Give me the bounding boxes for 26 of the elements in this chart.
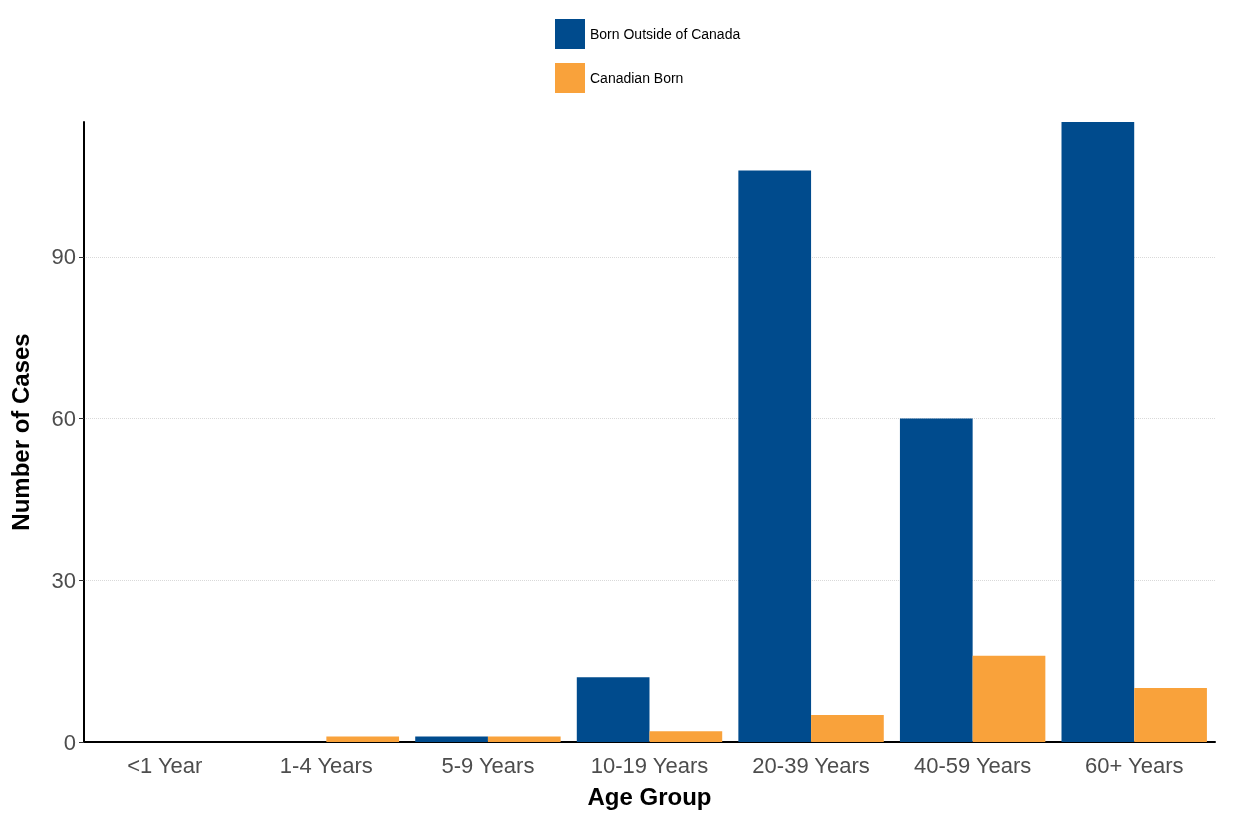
bar xyxy=(576,677,650,742)
x-tick-label: 20-39 Years xyxy=(752,752,870,778)
legend-label: Canadian Born xyxy=(590,70,684,86)
y-axis-title: Number of Cases xyxy=(6,333,34,531)
x-tick-label: 10-19 Years xyxy=(590,752,709,778)
bar xyxy=(1134,688,1207,742)
bar xyxy=(415,736,488,742)
x-tick-label: 5-9 Years xyxy=(441,752,535,778)
y-tick-label: 90 xyxy=(51,244,76,270)
y-tick-label: 60 xyxy=(51,406,76,432)
y-tick-label: 0 xyxy=(63,729,76,755)
x-tick-label: 40-59 Years xyxy=(913,752,1032,778)
y-tick-label: 30 xyxy=(51,567,76,593)
bar xyxy=(972,655,1046,742)
x-tick-label: 1-4 Years xyxy=(279,752,373,778)
x-axis-title: Age Group xyxy=(587,782,712,810)
bar xyxy=(1061,122,1135,742)
x-tick-label: 60+ Years xyxy=(1084,752,1184,778)
bar xyxy=(738,170,812,742)
bar xyxy=(649,731,723,742)
x-tick-label: <1 Year xyxy=(127,752,203,778)
bar xyxy=(811,715,884,742)
bar xyxy=(487,736,561,742)
legend-label: Born Outside of Canada xyxy=(590,26,741,42)
bar xyxy=(326,736,400,742)
bar xyxy=(899,418,973,742)
